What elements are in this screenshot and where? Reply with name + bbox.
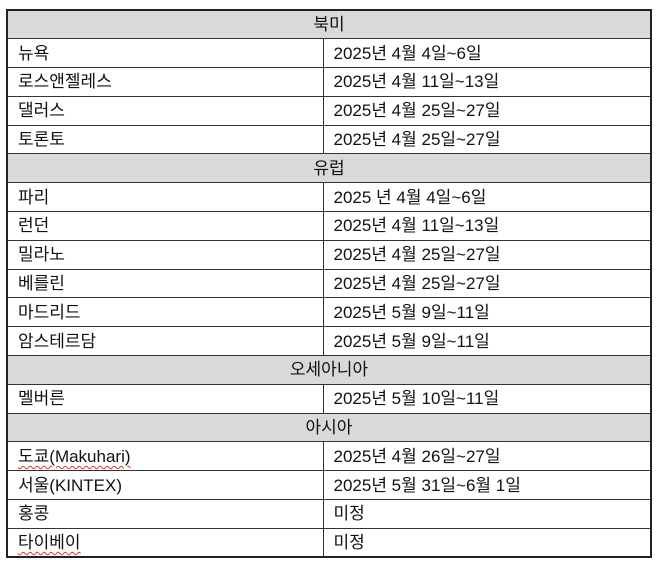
- table-row: 밀라노 2025년 4월 25일~27일: [6, 239, 652, 270]
- table-row: 멜버른 2025년 5월 10일~11일: [6, 383, 652, 414]
- city-name: 타이베이: [18, 532, 81, 552]
- city-cell: 댈러스: [6, 95, 324, 126]
- region-header-row: 아시아: [6, 412, 652, 443]
- date-cell: 2025년 5월 9일~11일: [322, 326, 652, 357]
- city-cell: 마드리드: [6, 297, 324, 328]
- table-row: 댈러스 2025년 4월 25일~27일: [6, 95, 652, 126]
- table-row: 뉴욕 2025년 4월 4일~6일: [6, 38, 652, 69]
- table-row: 암스테르담 2025년 5월 9일~11일: [6, 326, 652, 357]
- city-cell: 파리: [6, 182, 324, 213]
- city-cell: 토론토: [6, 124, 324, 155]
- date-cell: 2025년 4월 11일~13일: [322, 211, 652, 241]
- table-row: 마드리드 2025년 5월 9일~11일: [6, 297, 652, 328]
- date-cell: 2025년 4월 25일~27일: [322, 239, 652, 270]
- region-header-row: 유럽: [6, 153, 652, 184]
- date-cell: 2025년 4월 4일~6일: [322, 38, 652, 69]
- city-name: 토론토: [18, 130, 65, 150]
- city-name: 마드리드: [18, 302, 81, 322]
- city-cell: 밀라노: [6, 239, 324, 270]
- table-row: 파리 2025 년 4월 4일~6일: [6, 182, 652, 213]
- region-header: 아시아: [6, 412, 652, 443]
- date-cell: 미정: [322, 527, 652, 558]
- region-header: 유럽: [6, 153, 652, 184]
- city-cell: 홍콩: [6, 499, 324, 529]
- city-name: 베를린: [18, 274, 65, 294]
- city-name: 로스앤젤레스: [18, 72, 112, 92]
- city-name: 서울(KINTEX): [18, 475, 123, 495]
- region-header: 오세아니아: [6, 355, 652, 385]
- city-cell: 도쿄(Makuhari): [6, 441, 324, 472]
- date-cell: 2025년 4월 11일~13일: [322, 67, 652, 97]
- city-name: 런던: [18, 216, 50, 236]
- date-cell: 2025년 5월 31일~6월 1일: [322, 470, 652, 501]
- date-cell: 2025년 4월 25일~27일: [322, 95, 652, 126]
- table-row: 토론토 2025년 4월 25일~27일: [6, 124, 652, 155]
- table-row: 도쿄(Makuhari) 2025년 4월 26일~27일: [6, 441, 652, 472]
- region-header-row: 오세아니아: [6, 355, 652, 385]
- table-row: 로스앤젤레스 2025년 4월 11일~13일: [6, 67, 652, 97]
- date-cell: 2025년 5월 9일~11일: [322, 297, 652, 328]
- city-name: 멜버른: [18, 389, 65, 409]
- table-row: 홍콩 미정: [6, 499, 652, 529]
- city-name: 도쿄(Makuhari): [18, 446, 131, 466]
- date-cell: 2025년 4월 25일~27일: [322, 268, 652, 299]
- city-name: 밀라노: [18, 245, 65, 265]
- region-header-row: 북미: [6, 9, 652, 40]
- table-row: 베를린 2025년 4월 25일~27일: [6, 268, 652, 299]
- region-header: 북미: [6, 9, 652, 40]
- date-cell: 2025년 4월 26일~27일: [322, 441, 652, 472]
- city-cell: 베를린: [6, 268, 324, 299]
- date-cell: 미정: [322, 499, 652, 529]
- city-cell: 로스앤젤레스: [6, 67, 324, 97]
- table-row: 서울(KINTEX) 2025년 5월 31일~6월 1일: [6, 470, 652, 501]
- table-row: 런던 2025년 4월 11일~13일: [6, 211, 652, 241]
- city-name: 뉴욕: [18, 43, 50, 63]
- city-name: 댈러스: [18, 101, 65, 121]
- city-cell: 런던: [6, 211, 324, 241]
- city-name: 암스테르담: [18, 331, 97, 351]
- city-name: 홍콩: [18, 504, 50, 524]
- city-name: 파리: [18, 187, 50, 207]
- city-cell: 암스테르담: [6, 326, 324, 357]
- city-cell: 타이베이: [6, 527, 324, 558]
- date-cell: 2025 년 4월 4일~6일: [322, 182, 652, 213]
- table-row: 타이베이 미정: [6, 527, 652, 558]
- city-cell: 멜버른: [6, 383, 324, 414]
- date-cell: 2025년 4월 25일~27일: [322, 124, 652, 155]
- date-cell: 2025년 5월 10일~11일: [322, 383, 652, 414]
- city-cell: 서울(KINTEX): [6, 470, 324, 501]
- city-cell: 뉴욕: [6, 38, 324, 69]
